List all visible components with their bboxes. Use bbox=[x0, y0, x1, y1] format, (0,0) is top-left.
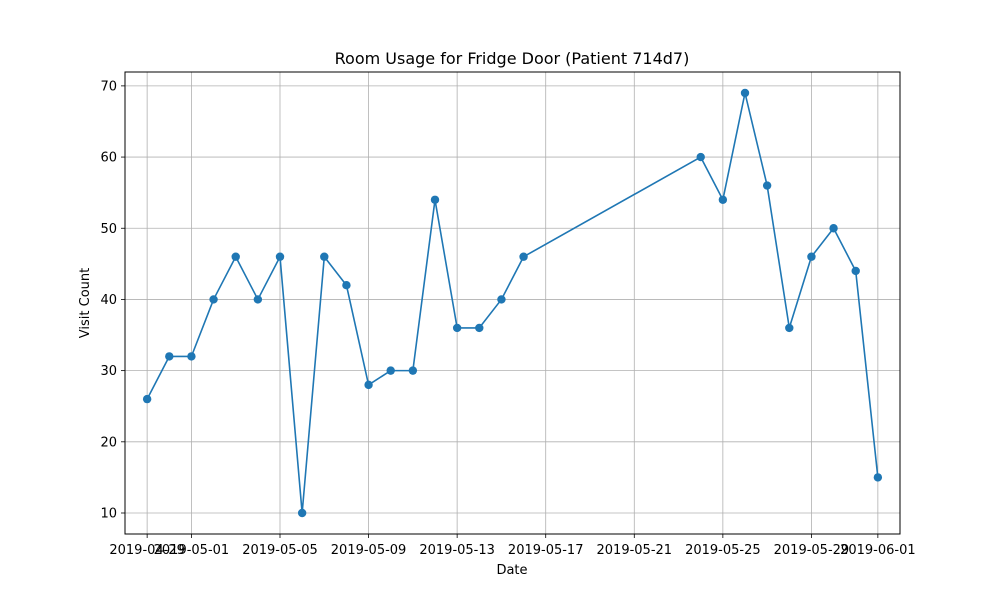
y-tick-label: 10 bbox=[100, 507, 117, 522]
data-point bbox=[740, 88, 750, 98]
x-tick-label: 2019-05-09 bbox=[331, 543, 407, 558]
chart-title: Room Usage for Fridge Door (Patient 714d… bbox=[335, 49, 690, 68]
data-point bbox=[142, 394, 152, 404]
data-point bbox=[253, 295, 263, 304]
data-point bbox=[364, 380, 373, 390]
data-point bbox=[320, 252, 329, 261]
x-tick-label: 2019-05-21 bbox=[597, 543, 673, 558]
data-point bbox=[807, 252, 816, 261]
data-point bbox=[829, 224, 838, 233]
data-point bbox=[430, 195, 440, 204]
data-point bbox=[165, 352, 174, 361]
x-tick-label: 2019-06-01 bbox=[840, 543, 916, 558]
x-tick-label: 2019-05-29 bbox=[774, 543, 850, 558]
y-axis-label: Visit Count bbox=[78, 268, 93, 338]
x-tick-label: 2019-05-05 bbox=[242, 543, 318, 558]
y-tick-label: 20 bbox=[100, 435, 117, 450]
grid bbox=[125, 72, 900, 534]
data-point bbox=[187, 352, 196, 361]
y-tick-label: 60 bbox=[100, 151, 117, 166]
x-tick-label: 2019-05-01 bbox=[154, 543, 230, 558]
x-axis-label: Date bbox=[496, 563, 527, 578]
data-point bbox=[762, 181, 772, 190]
x-tick-label: 2019-05-17 bbox=[508, 543, 584, 558]
data-point bbox=[873, 473, 883, 482]
plot-frame bbox=[124, 71, 901, 535]
data-point bbox=[785, 323, 794, 333]
data-point bbox=[718, 195, 728, 204]
x-tick-label: 2019-05-25 bbox=[685, 543, 761, 558]
data-point bbox=[408, 366, 418, 375]
x-tick-label: 2019-04-29 bbox=[109, 543, 185, 558]
data-point bbox=[696, 152, 705, 162]
data-point bbox=[519, 252, 528, 261]
data-point bbox=[231, 252, 240, 261]
x-tick-label: 2019-05-13 bbox=[419, 543, 495, 558]
y-tick-label: 50 bbox=[100, 222, 117, 237]
y-axis: 10 20 30 40 50 60 70 bbox=[100, 79, 125, 522]
y-tick-label: 70 bbox=[100, 79, 117, 94]
data-point bbox=[452, 323, 462, 333]
y-tick-label: 30 bbox=[100, 364, 117, 379]
data-point bbox=[497, 295, 506, 304]
data-point bbox=[386, 366, 395, 375]
data-point bbox=[275, 252, 285, 261]
data-point bbox=[297, 508, 307, 518]
series-layer bbox=[142, 88, 883, 518]
y-tick-label: 40 bbox=[100, 293, 117, 308]
data-point bbox=[851, 266, 860, 276]
data-point bbox=[342, 281, 351, 290]
data-point bbox=[475, 323, 484, 333]
data-point bbox=[209, 295, 218, 304]
